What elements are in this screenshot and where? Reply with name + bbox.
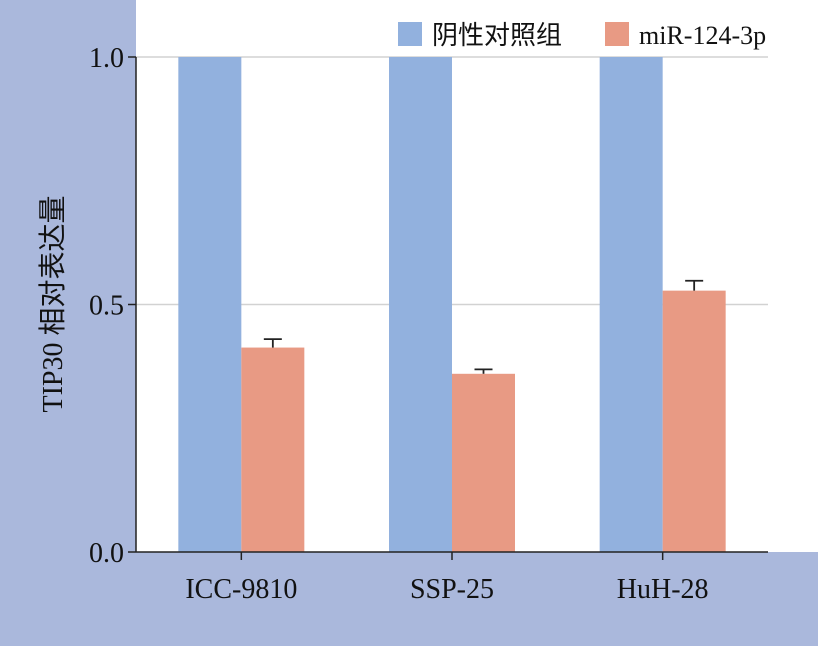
bar xyxy=(452,373,515,552)
bar xyxy=(599,57,663,552)
y-tick-label: 1.0 xyxy=(89,43,124,74)
bar xyxy=(662,290,726,552)
legend-label: miR-124-3p xyxy=(639,21,766,50)
bars xyxy=(178,57,726,552)
y-axis-label: TIP30 相对表达量 xyxy=(37,195,69,412)
bar xyxy=(241,347,305,552)
x-tick-label: SSP-25 xyxy=(410,574,494,605)
legend-swatch xyxy=(605,22,629,46)
error-bars xyxy=(263,279,704,374)
legend-label: 阴性对照组 xyxy=(432,21,562,50)
legend-swatch xyxy=(398,22,422,46)
x-tick-label: ICC-9810 xyxy=(185,574,297,605)
ticks: 0.0 0.5 1.0 ICC-9810 SSP-25 HuH-28 xyxy=(89,43,709,605)
bar xyxy=(178,57,242,552)
y-tick-label: 0.0 xyxy=(89,538,124,569)
bar xyxy=(389,57,452,552)
x-tick-label: HuH-28 xyxy=(617,574,709,605)
y-tick-label: 0.5 xyxy=(89,291,124,322)
legend: 阴性对照组 miR-124-3p xyxy=(398,21,766,50)
